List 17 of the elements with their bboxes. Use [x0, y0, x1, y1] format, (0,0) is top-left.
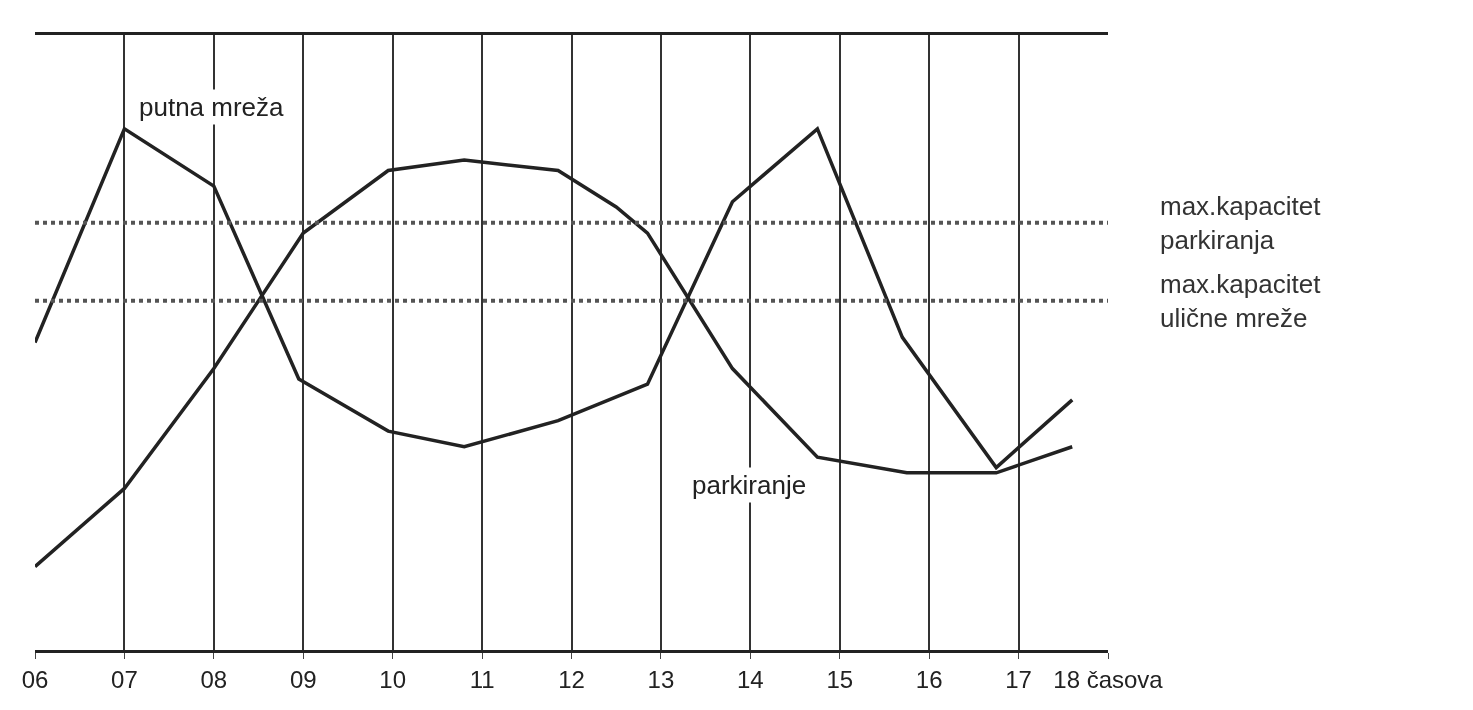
x-tick-label: 15	[826, 665, 854, 693]
x-tick-label: 14	[736, 665, 764, 693]
series-label: putna mreža	[139, 92, 285, 122]
x-tick-label: 07	[111, 665, 138, 693]
x-tick-label: 13	[647, 665, 675, 693]
ref-line-label: max.kapacitet ulične mreže	[1160, 269, 1322, 333]
x-tick-label: 17	[1005, 665, 1032, 693]
ref-line-label: max.kapacitet parkiranja	[1160, 191, 1322, 255]
x-tick-label: 18 časova	[1053, 665, 1164, 693]
x-tick-label: 06	[21, 665, 49, 693]
x-tick-label: 12	[558, 665, 585, 693]
x-tick-label: 10	[379, 665, 407, 693]
x-tick-label: 08	[200, 665, 228, 693]
x-tick-label: 11	[469, 665, 495, 693]
series-label: parkiranje	[692, 470, 807, 500]
x-tick-label: 09	[289, 665, 317, 693]
x-tick-label: 16	[915, 665, 943, 693]
